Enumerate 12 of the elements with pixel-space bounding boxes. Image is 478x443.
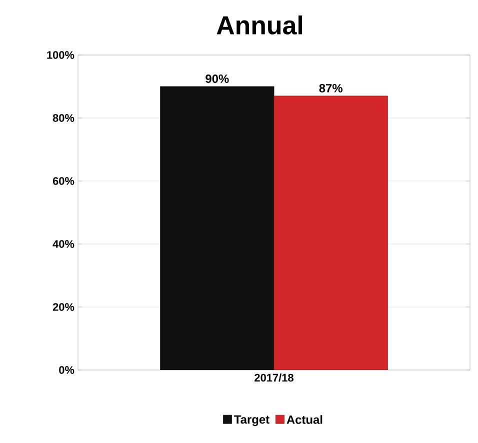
- y-tick-label: 100%: [47, 51, 74, 59]
- legend-label: Actual: [286, 415, 322, 424]
- legend-label: Target: [234, 415, 270, 426]
- y-tick-label: 80%: [52, 114, 74, 122]
- y-tick-label: 60%: [52, 177, 74, 185]
- y-tick-label: 40%: [52, 240, 74, 248]
- data-label: 90%: [206, 74, 229, 83]
- data-label: 87%: [319, 84, 342, 92]
- y-tick-label: 20%: [52, 303, 74, 311]
- y-tick-label: 0%: [59, 366, 74, 374]
- x-tick-label: 2017/18: [254, 374, 294, 382]
- chart-title: Annual: [216, 15, 302, 35]
